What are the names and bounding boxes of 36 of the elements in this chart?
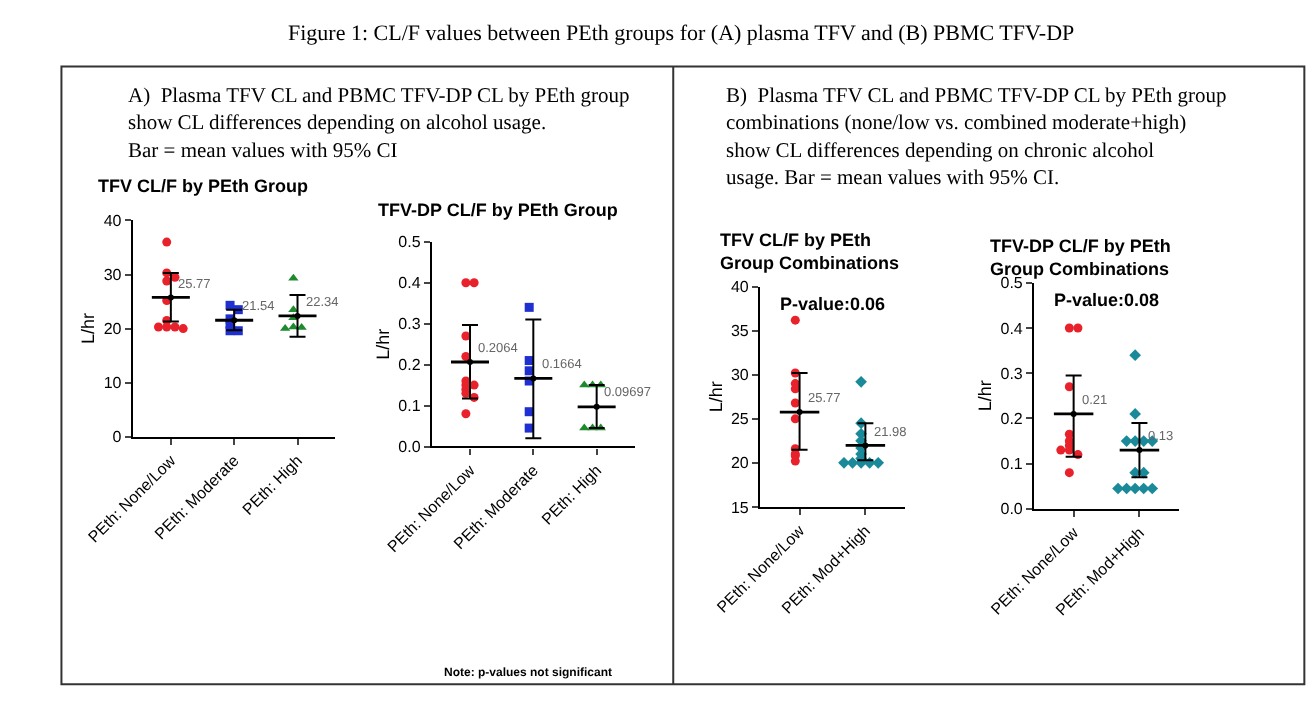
y-tick-label: 10 [103, 374, 123, 393]
y-tick-label: 0.4 [398, 274, 422, 293]
y-tick-label: 25 [730, 410, 750, 429]
y-tick-label: 0.2 [1000, 410, 1024, 429]
y-axis-title: L/hr [975, 380, 996, 412]
caption: Figure 1: CL/F values between PEth groups for (A) plasma TFV and (B) PBMC TFV-DP [288, 22, 1075, 46]
chart-title: TFV-DP CL/F by PEth Group [378, 200, 619, 220]
chart-title: TFV-DP CL/F by PEth Group Combinations [990, 236, 1171, 280]
y-axis-title: L/hr [373, 328, 394, 360]
y-tick-label: 20 [730, 454, 750, 473]
y-tick-label: 0.0 [398, 438, 422, 457]
y-tick-label: 0.5 [398, 233, 422, 252]
y-tick-label: 0.5 [1000, 274, 1024, 293]
y-tick-label: 40 [103, 212, 123, 231]
y-tick-label: 0.4 [1000, 319, 1024, 338]
y-tick-label: 0.3 [398, 315, 422, 334]
y-tick-label: 0.1 [1000, 455, 1024, 474]
y-tick-label: 0 [112, 428, 123, 447]
y-tick-label: 0.1 [398, 397, 422, 416]
y-tick-label: 15 [730, 498, 750, 517]
y-tick-label: 30 [730, 366, 750, 385]
y-tick-label: 35 [730, 322, 750, 341]
chart-title: TFV CL/F by PEth Group [98, 176, 309, 196]
y-axis-title: L/hr [705, 381, 726, 413]
y-axis-title: L/hr [78, 313, 99, 345]
annotation: P-value:0.08 [1054, 290, 1160, 310]
y-tick-label: 0.3 [1000, 364, 1024, 383]
text: A) Plasma TFV CL and PBMC TFV-DP CL by PEth group show CL differences depending on alcohol usage. Bar = mean values with 95% CI [128, 86, 630, 163]
y-tick-label: 20 [103, 320, 123, 339]
annotation: P-value:0.06 [780, 294, 886, 314]
y-tick-label: 30 [103, 266, 123, 285]
y-tick-label: 0.2 [398, 356, 422, 375]
text: B) Plasma TFV CL and PBMC TFV-DP CL by PEth group combinations (none/low vs. combined moderate+high) show CL differences depending on chronic alcohol usage. Bar = mean values with 95% CI. [726, 86, 1227, 190]
y-tick-label: 40 [730, 278, 750, 297]
chart-title: TFV CL/F by PEth Group Combinations [720, 230, 899, 274]
y-tick-label: 0.0 [1000, 500, 1024, 519]
